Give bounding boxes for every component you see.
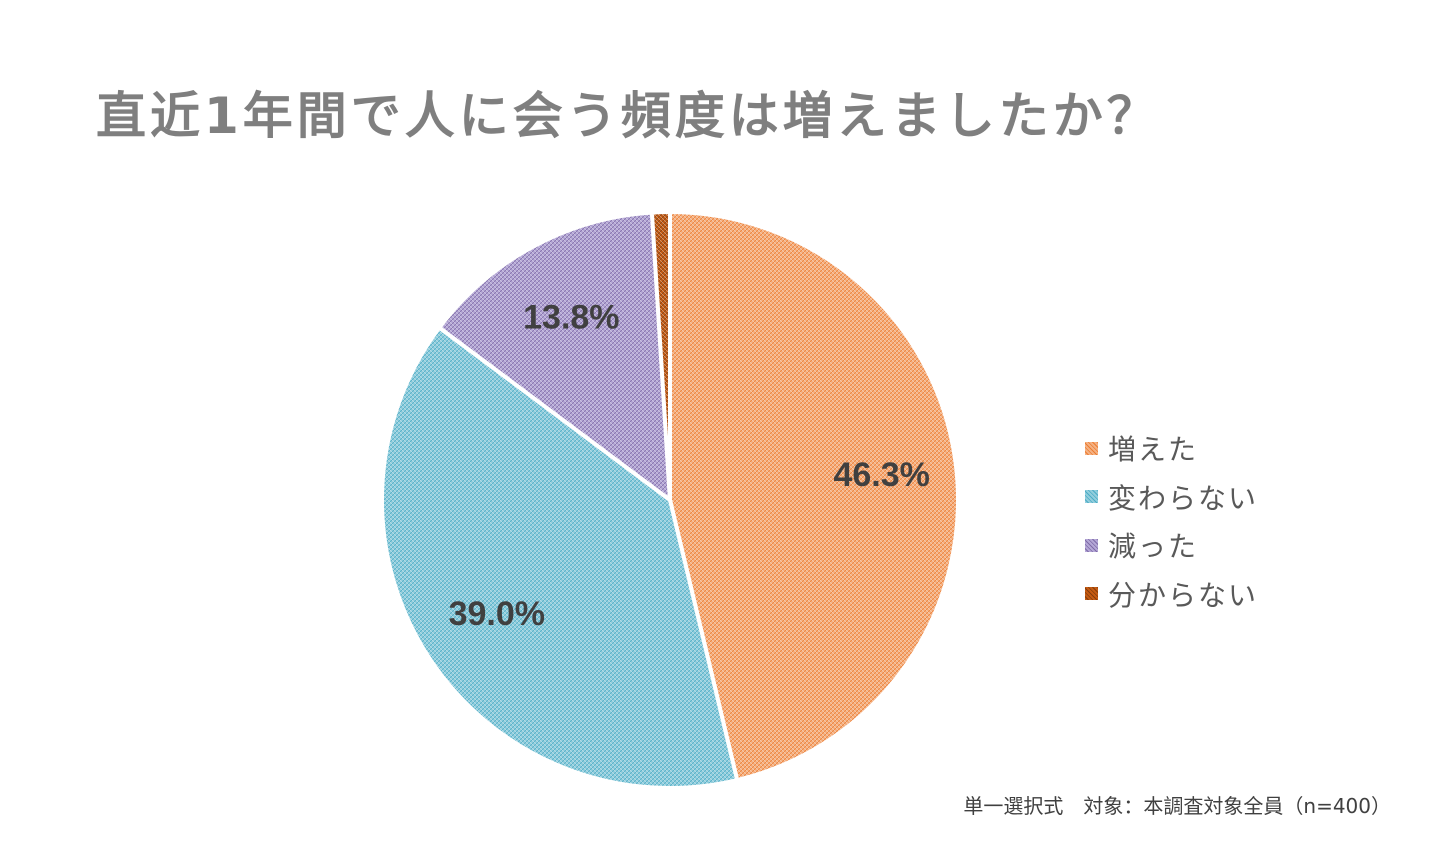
legend-label-increased: 増えた <box>1108 433 1199 467</box>
pie-slices <box>380 210 960 790</box>
legend-swatch-decreased <box>1085 538 1098 552</box>
pie-slice-unknown <box>649 210 672 502</box>
chart-title: 直近1年間で人に会う頻度は増えましたか？ <box>96 87 1161 145</box>
legend: 増えた 変わらない 減った 分からない <box>1085 424 1258 618</box>
pie-slice-decreased <box>437 210 672 502</box>
legend-label-decreased: 減った <box>1108 530 1199 564</box>
legend-item-unchanged: 変わらない <box>1085 473 1258 522</box>
legend-swatch-increased <box>1085 441 1098 455</box>
legend-item-increased: 増えた <box>1085 424 1258 473</box>
legend-item-decreased: 減った <box>1085 521 1258 570</box>
legend-item-unknown: 分からない <box>1085 570 1258 619</box>
data-label-unchanged: 39.0% <box>449 595 545 633</box>
legend-label-unchanged: 変わらない <box>1108 481 1259 515</box>
pie-data-labels: 46.3% 39.0% 13.8% <box>449 299 930 633</box>
pie-slice-increased <box>668 210 960 783</box>
data-label-decreased: 13.8% <box>523 299 619 337</box>
legend-swatch-unknown <box>1085 587 1098 601</box>
pie-slice-unchanged <box>380 325 740 790</box>
legend-swatch-unchanged <box>1085 490 1098 504</box>
data-label-increased: 46.3% <box>833 456 929 494</box>
legend-label-unknown: 分からない <box>1108 578 1259 612</box>
survey-footnote: 単一選択式 対象：本調査対象全員（n=400） <box>963 794 1391 818</box>
